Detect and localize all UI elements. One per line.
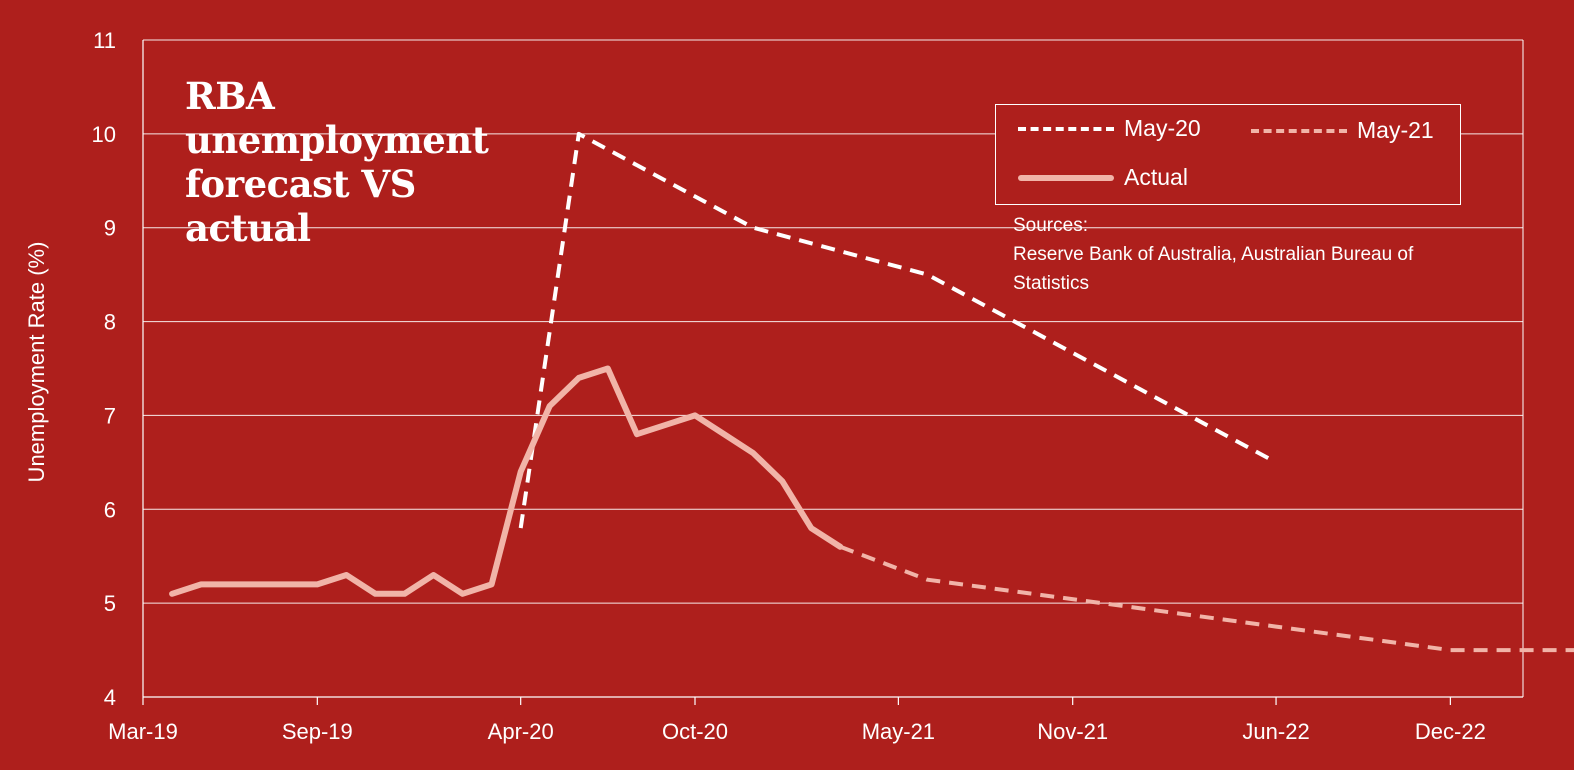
y-tick-label: 4 bbox=[104, 685, 116, 710]
series-line-actual bbox=[169, 365, 844, 597]
legend-item-may20: May-20 bbox=[1018, 115, 1201, 142]
legend-swatch-may21 bbox=[1251, 128, 1347, 133]
legend-swatch-actual bbox=[1018, 174, 1114, 181]
sources-label: Sources: bbox=[1013, 215, 1088, 236]
series-line-may21 bbox=[839, 544, 1574, 653]
y-tick-label: 10 bbox=[92, 122, 116, 147]
legend-item-may21: May-21 bbox=[1251, 117, 1434, 144]
y-tick-label: 7 bbox=[104, 403, 116, 428]
y-tick-label: 8 bbox=[104, 310, 116, 335]
legend-label-actual: Actual bbox=[1124, 164, 1188, 190]
series-line-may20 bbox=[518, 131, 1278, 529]
x-tick-label: May-21 bbox=[862, 719, 935, 744]
x-tick-label: Oct-20 bbox=[662, 719, 728, 744]
gridlines bbox=[143, 39, 1523, 698]
legend-swatch-may20 bbox=[1018, 126, 1114, 131]
x-tick-label: Apr-20 bbox=[488, 719, 554, 744]
y-tick-label: 6 bbox=[104, 497, 116, 522]
x-tick-label: Jun-22 bbox=[1242, 719, 1309, 744]
chart-title: RBA unemployment forecast VS actual bbox=[185, 74, 489, 250]
sources-text: Reserve Bank of Australia, Australian Bu… bbox=[1013, 244, 1414, 294]
legend: May-20 May-21 Actual bbox=[995, 104, 1461, 205]
legend-label-may20: May-20 bbox=[1124, 115, 1201, 141]
legend-item-actual: Actual bbox=[1018, 164, 1188, 191]
sources-note: Sources: Reserve Bank of Australia, Aust… bbox=[1013, 211, 1453, 298]
y-axis-label: Unemployment Rate (%) bbox=[24, 242, 49, 483]
y-tick-label: 11 bbox=[93, 28, 116, 53]
y-tick-label: 9 bbox=[104, 216, 116, 241]
series-lines bbox=[169, 131, 1574, 653]
x-tick-label: Dec-22 bbox=[1415, 719, 1486, 744]
y-tick-label: 5 bbox=[104, 591, 116, 616]
x-tick-label: Sep-19 bbox=[282, 719, 353, 744]
x-tick-label: Mar-19 bbox=[108, 719, 178, 744]
axes: 4 5 6 7 8 9 10 11 Mar-19 Sep-19 Apr-20 Oct-20 May-21… bbox=[92, 28, 1524, 744]
x-tick-label: Nov-21 bbox=[1037, 719, 1108, 744]
legend-label-may21: May-21 bbox=[1357, 117, 1434, 143]
